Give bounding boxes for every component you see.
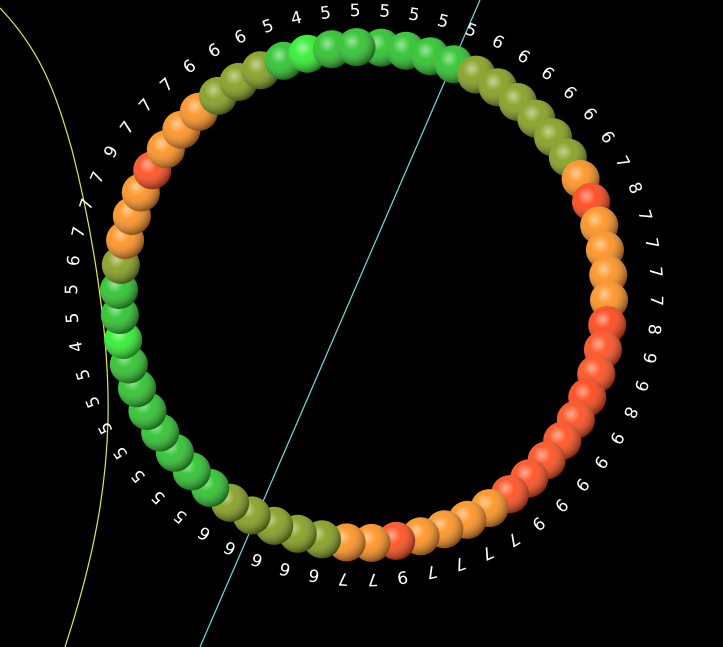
residue-label: 5 <box>95 418 118 437</box>
residue-label: 7 <box>640 236 662 250</box>
residue-label: 8 <box>619 403 642 421</box>
residue-label: 6 <box>277 557 293 579</box>
residue-label: 7 <box>478 541 496 564</box>
residue-label: 5 <box>110 442 133 462</box>
residue-label: 5 <box>379 1 391 22</box>
residue-label: 6 <box>248 548 265 571</box>
residue-label: 9 <box>528 512 549 535</box>
residue-label: 7 <box>424 560 439 582</box>
label-layer: 5 5 5 5666666787777899899999777797766666555… <box>62 1 666 589</box>
residue-label: 9 <box>396 566 409 587</box>
residue-label: 6 <box>180 56 201 79</box>
residue-label: 7 <box>646 295 666 306</box>
residue-label: 5 <box>148 486 170 508</box>
residue-label: 7 <box>135 95 157 116</box>
residue-label: 7 <box>633 207 655 223</box>
residue-label: 8 <box>643 323 664 336</box>
bead-layer <box>100 28 628 562</box>
residue-label: 9 <box>571 474 593 495</box>
residue-label: 6 <box>221 536 240 559</box>
residue-label: 6 <box>578 104 600 125</box>
residue-label: 9 <box>638 350 660 365</box>
residue-label: 9 <box>100 142 123 161</box>
residue-label: 7 <box>504 528 524 551</box>
residue-label: 7 <box>451 552 468 574</box>
residue-label: 9 <box>550 494 571 516</box>
residue-label: 6 <box>232 26 250 49</box>
residue-label: 5 <box>63 312 84 324</box>
residue-label: 7 <box>645 266 666 278</box>
residue-label: 6 <box>537 63 558 85</box>
residue-label: 5 <box>128 465 150 486</box>
residue-label: 6 <box>307 564 321 586</box>
residue-label: 5 <box>73 366 95 382</box>
residue-label: 6 <box>596 127 619 147</box>
residue-label: 6 <box>195 522 215 545</box>
residue-label: 7 <box>116 118 139 139</box>
residue-label: 9 <box>589 452 612 473</box>
residue-label: 6 <box>559 82 581 104</box>
residue-label: 4 <box>66 339 88 353</box>
residue-label: 7 <box>337 568 349 589</box>
residue-label: 7 <box>76 196 98 213</box>
residue-label: 5 <box>435 11 451 33</box>
residue-label: 5 <box>62 284 82 295</box>
yellow-trace-line <box>0 7 109 647</box>
residue-label: 5 <box>82 393 105 411</box>
residue-bead-shading <box>337 28 376 67</box>
residue-label: 7 <box>156 74 177 96</box>
residue-label: 7 <box>367 569 378 589</box>
residue-label: 5 <box>349 1 360 21</box>
residue-label: 7 <box>611 153 634 172</box>
residue-label: 6 <box>488 31 507 54</box>
residue-label: 5 <box>462 19 479 42</box>
cyan-trace-line <box>199 0 481 647</box>
residue-label: 6 <box>64 254 85 267</box>
residue-label: 4 <box>289 8 304 30</box>
residue-label: 8 <box>623 180 646 198</box>
residue-label: 6 <box>205 40 225 63</box>
residue-label: 5 <box>170 505 191 527</box>
residue-label: 5 <box>319 3 332 24</box>
residue-label: 9 <box>605 428 628 447</box>
residue-label: 9 <box>630 377 652 394</box>
residue-label: 5 <box>407 4 421 26</box>
residue-label: 7 <box>68 225 90 240</box>
residue-label: 7 <box>87 169 110 187</box>
residue-label: 5 <box>260 15 277 37</box>
residue-bead[interactable] <box>337 28 376 67</box>
residue-label: 6 <box>513 46 533 69</box>
